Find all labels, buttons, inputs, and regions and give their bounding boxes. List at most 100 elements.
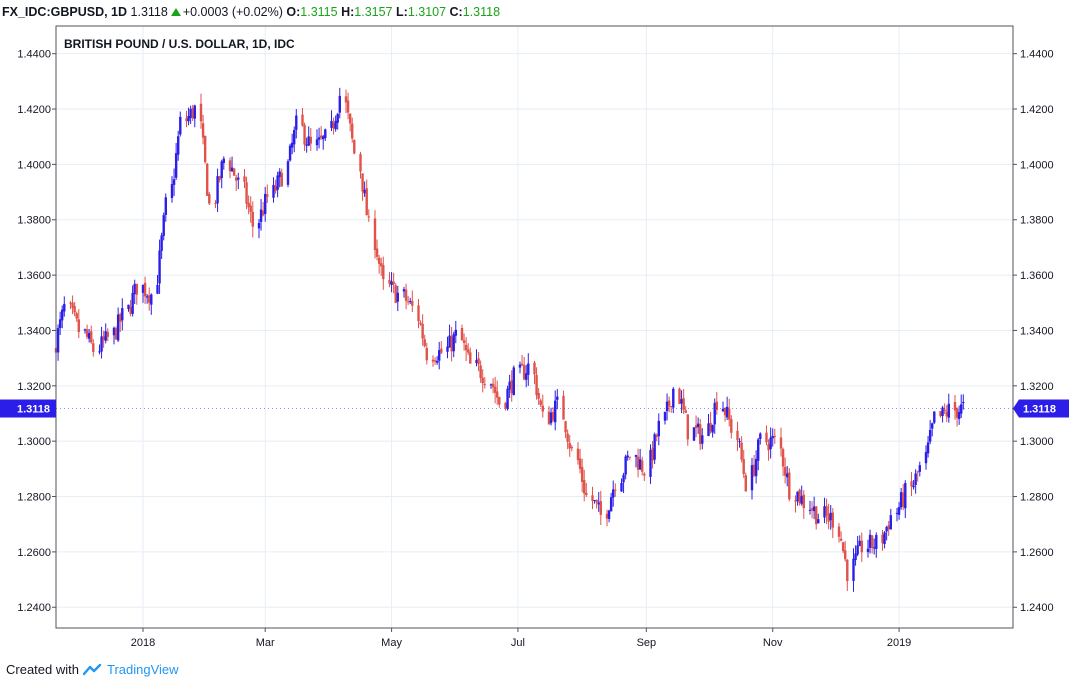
candle-body — [344, 96, 348, 103]
candle-body — [496, 391, 499, 398]
symbol-label[interactable]: FX_IDC:GBPUSD, 1D — [2, 5, 128, 19]
candle-body — [425, 348, 428, 361]
candle-body — [309, 136, 312, 144]
candle-body — [330, 120, 333, 128]
candle-body — [380, 263, 383, 267]
candle-body — [164, 197, 167, 215]
candle-body — [353, 140, 356, 154]
candle-body — [612, 489, 615, 498]
candle-body — [527, 363, 530, 375]
candle-body — [736, 430, 739, 441]
candle-body — [651, 448, 654, 461]
footer: Created with TradingView — [6, 662, 179, 677]
candle-body — [759, 433, 762, 439]
candle-body — [174, 153, 178, 178]
candle-body — [854, 553, 857, 561]
candle-body — [58, 319, 62, 328]
candle-body — [199, 103, 203, 122]
candle-body — [796, 491, 799, 502]
candle-body — [943, 409, 946, 412]
candle-body — [667, 400, 671, 407]
x-tick-label: Jul — [511, 637, 525, 649]
low-value: 1.3107 — [407, 5, 447, 19]
candle-body — [614, 489, 617, 491]
chart-title: BRITISH POUND / U.S. DOLLAR, 1D, IDC — [64, 37, 295, 51]
candle-body — [556, 396, 559, 400]
candle-body — [576, 448, 580, 461]
high-value: 1.3157 — [354, 5, 393, 19]
candle-body — [626, 455, 629, 458]
y-tick-label: 1.2800 — [17, 492, 51, 504]
candle-body — [220, 161, 223, 178]
candle-body — [583, 480, 586, 494]
candle-body — [396, 292, 399, 302]
candle-body — [678, 388, 681, 404]
candle-body — [663, 411, 667, 421]
candle-body — [230, 167, 234, 172]
x-axis[interactable]: 2018 Mar May Jul Sep Nov 2019 — [131, 628, 912, 649]
x-tick-label: Mar — [256, 637, 275, 649]
candle-body — [771, 435, 774, 439]
candle-body — [781, 449, 785, 467]
candle-body — [148, 295, 151, 303]
candle-body — [694, 425, 698, 429]
last-price-label-left: 1.3118 — [17, 404, 50, 416]
candle-body — [214, 202, 217, 204]
candle-body — [839, 538, 843, 541]
candle-body — [334, 120, 337, 130]
candle-body — [686, 414, 689, 440]
candle-body — [941, 407, 944, 416]
y-tick-label: 1.3600 — [17, 270, 51, 282]
candle-body — [794, 500, 797, 502]
candle-body — [409, 301, 412, 303]
candle-body — [541, 405, 544, 412]
candle-body — [245, 182, 248, 204]
candle-body — [607, 510, 611, 519]
candle-body — [918, 465, 921, 472]
candle-body — [493, 386, 497, 393]
candle-body — [218, 176, 221, 180]
candle-body — [251, 211, 254, 227]
candle-body — [129, 306, 132, 314]
candle-body — [156, 284, 159, 294]
candle-body — [127, 304, 130, 310]
y-tick-label: 1.3600 — [1020, 270, 1054, 282]
candle-body — [112, 327, 116, 336]
candle-body — [510, 380, 513, 394]
candle-body — [433, 360, 437, 362]
tradingview-link[interactable]: TradingView — [106, 662, 179, 677]
candle-body — [189, 109, 192, 118]
candle-body — [228, 160, 232, 172]
symbol-header: FX_IDC:GBPUSD, 1D 1.3118 +0.0003 (+0.02%)… — [2, 3, 500, 21]
candle-body — [143, 282, 147, 297]
candle-body — [56, 328, 60, 353]
x-tick-label: Nov — [763, 637, 783, 649]
low-label: L: — [396, 5, 408, 19]
candle-body — [912, 485, 915, 488]
candle-body — [713, 403, 716, 425]
candle-body — [402, 289, 406, 292]
y-axis-right[interactable]: 1.2400 1.2600 1.2800 1.3000 1.3200 1.3400 1.36… — [1013, 49, 1054, 615]
candle-body — [570, 446, 573, 449]
candle-body — [406, 301, 410, 303]
close-label: C: — [449, 5, 463, 19]
y-tick-label: 1.3400 — [17, 325, 51, 337]
candle-body — [322, 136, 325, 140]
candle-body — [520, 363, 524, 366]
candle-body — [276, 175, 279, 190]
candle-body — [643, 473, 646, 476]
candle-body — [179, 116, 182, 135]
candle-body — [672, 388, 675, 408]
y-tick-label: 1.3800 — [17, 215, 51, 227]
candle-body — [71, 302, 74, 308]
candle-body — [525, 373, 528, 380]
candle-body — [547, 411, 551, 425]
candle-body — [475, 360, 478, 363]
candle-body — [858, 540, 861, 546]
y-axis-left[interactable]: 1.2400 1.2600 1.2800 1.3000 1.3200 1.3400 1.36… — [17, 49, 56, 615]
y-tick-label: 1.3000 — [17, 436, 51, 448]
high-label: H: — [341, 5, 355, 19]
candle-body — [817, 519, 820, 524]
candle-body — [435, 360, 439, 363]
